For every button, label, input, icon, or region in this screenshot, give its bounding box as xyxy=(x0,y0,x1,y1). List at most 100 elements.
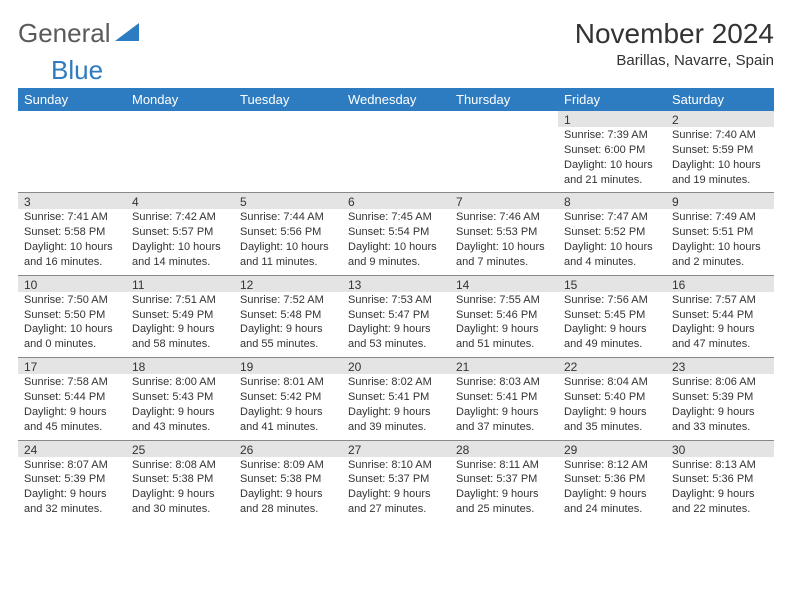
day-d2: and 14 minutes. xyxy=(132,255,228,270)
day-ss: Sunset: 6:00 PM xyxy=(564,143,660,158)
day-sr: Sunrise: 7:51 AM xyxy=(132,293,228,308)
day-number-cell: 3 xyxy=(18,193,126,210)
day-sr: Sunrise: 8:08 AM xyxy=(132,458,228,473)
day-ss: Sunset: 5:44 PM xyxy=(24,390,120,405)
day-d2: and 27 minutes. xyxy=(348,502,444,517)
day-d1: Daylight: 10 hours xyxy=(24,322,120,337)
day-number: 17 xyxy=(24,360,37,374)
day-info-cell xyxy=(18,127,126,193)
day-d1: Daylight: 9 hours xyxy=(132,322,228,337)
day-number-row: 17181920212223 xyxy=(18,358,774,375)
day-d1: Daylight: 9 hours xyxy=(672,405,768,420)
day-number: 22 xyxy=(564,360,577,374)
day-ss: Sunset: 5:57 PM xyxy=(132,225,228,240)
day-d2: and 2 minutes. xyxy=(672,255,768,270)
day-info-cell: Sunrise: 7:58 AMSunset: 5:44 PMDaylight:… xyxy=(18,374,126,440)
day-number-row: 3456789 xyxy=(18,193,774,210)
day-number-row: 10111213141516 xyxy=(18,275,774,292)
day-number: 3 xyxy=(24,195,31,209)
calendar-table: Sunday Monday Tuesday Wednesday Thursday… xyxy=(18,88,774,522)
day-d1: Daylight: 9 hours xyxy=(240,487,336,502)
day-d2: and 53 minutes. xyxy=(348,337,444,352)
day-info-cell: Sunrise: 7:53 AMSunset: 5:47 PMDaylight:… xyxy=(342,292,450,358)
day-d1: Daylight: 9 hours xyxy=(348,405,444,420)
day-number: 2 xyxy=(672,113,679,127)
day-number: 19 xyxy=(240,360,253,374)
day-number-cell: 21 xyxy=(450,358,558,375)
day-sr: Sunrise: 8:00 AM xyxy=(132,375,228,390)
day-d1: Daylight: 10 hours xyxy=(456,240,552,255)
day-d1: Daylight: 10 hours xyxy=(564,158,660,173)
weekday-header: Sunday xyxy=(18,88,126,111)
day-d2: and 45 minutes. xyxy=(24,420,120,435)
weekday-header: Tuesday xyxy=(234,88,342,111)
day-number: 9 xyxy=(672,195,679,209)
day-number-cell: 24 xyxy=(18,440,126,457)
logo-text-blue: Blue xyxy=(51,55,103,85)
day-info-cell xyxy=(234,127,342,193)
day-number: 7 xyxy=(456,195,463,209)
day-d2: and 30 minutes. xyxy=(132,502,228,517)
day-info-cell: Sunrise: 7:57 AMSunset: 5:44 PMDaylight:… xyxy=(666,292,774,358)
day-info-cell: Sunrise: 7:49 AMSunset: 5:51 PMDaylight:… xyxy=(666,209,774,275)
day-d2: and 32 minutes. xyxy=(24,502,120,517)
day-sr: Sunrise: 8:02 AM xyxy=(348,375,444,390)
day-number-cell: 20 xyxy=(342,358,450,375)
day-number: 5 xyxy=(240,195,247,209)
day-ss: Sunset: 5:52 PM xyxy=(564,225,660,240)
day-info-cell: Sunrise: 8:12 AMSunset: 5:36 PMDaylight:… xyxy=(558,457,666,522)
weekday-header: Wednesday xyxy=(342,88,450,111)
day-sr: Sunrise: 7:47 AM xyxy=(564,210,660,225)
day-d1: Daylight: 10 hours xyxy=(564,240,660,255)
day-sr: Sunrise: 7:44 AM xyxy=(240,210,336,225)
day-info-cell: Sunrise: 8:11 AMSunset: 5:37 PMDaylight:… xyxy=(450,457,558,522)
day-d1: Daylight: 10 hours xyxy=(240,240,336,255)
day-d2: and 4 minutes. xyxy=(564,255,660,270)
day-info-cell xyxy=(342,127,450,193)
day-d2: and 47 minutes. xyxy=(672,337,768,352)
day-ss: Sunset: 5:42 PM xyxy=(240,390,336,405)
day-ss: Sunset: 5:39 PM xyxy=(24,472,120,487)
weekday-header: Saturday xyxy=(666,88,774,111)
day-sr: Sunrise: 7:45 AM xyxy=(348,210,444,225)
day-info-cell: Sunrise: 7:42 AMSunset: 5:57 PMDaylight:… xyxy=(126,209,234,275)
day-number-cell: 23 xyxy=(666,358,774,375)
day-info-cell: Sunrise: 7:40 AMSunset: 5:59 PMDaylight:… xyxy=(666,127,774,193)
day-sr: Sunrise: 7:46 AM xyxy=(456,210,552,225)
day-number-cell: 16 xyxy=(666,275,774,292)
day-d2: and 33 minutes. xyxy=(672,420,768,435)
day-sr: Sunrise: 7:57 AM xyxy=(672,293,768,308)
day-number-cell: 17 xyxy=(18,358,126,375)
day-info-cell: Sunrise: 7:56 AMSunset: 5:45 PMDaylight:… xyxy=(558,292,666,358)
day-number-cell: 5 xyxy=(234,193,342,210)
day-sr: Sunrise: 8:10 AM xyxy=(348,458,444,473)
day-number: 26 xyxy=(240,443,253,457)
day-info-row: Sunrise: 7:41 AMSunset: 5:58 PMDaylight:… xyxy=(18,209,774,275)
day-info-row: Sunrise: 7:39 AMSunset: 6:00 PMDaylight:… xyxy=(18,127,774,193)
day-number: 21 xyxy=(456,360,469,374)
day-ss: Sunset: 5:48 PM xyxy=(240,308,336,323)
day-number: 6 xyxy=(348,195,355,209)
day-number-cell: 15 xyxy=(558,275,666,292)
day-d1: Daylight: 9 hours xyxy=(240,322,336,337)
weekday-header: Friday xyxy=(558,88,666,111)
day-info-cell: Sunrise: 7:51 AMSunset: 5:49 PMDaylight:… xyxy=(126,292,234,358)
day-d2: and 9 minutes. xyxy=(348,255,444,270)
day-info-cell: Sunrise: 7:47 AMSunset: 5:52 PMDaylight:… xyxy=(558,209,666,275)
day-d1: Daylight: 9 hours xyxy=(24,405,120,420)
day-number-cell: 25 xyxy=(126,440,234,457)
day-d2: and 19 minutes. xyxy=(672,173,768,188)
day-d1: Daylight: 9 hours xyxy=(240,405,336,420)
day-d1: Daylight: 9 hours xyxy=(564,405,660,420)
day-number: 4 xyxy=(132,195,139,209)
day-ss: Sunset: 5:37 PM xyxy=(456,472,552,487)
day-ss: Sunset: 5:59 PM xyxy=(672,143,768,158)
day-number-cell: 28 xyxy=(450,440,558,457)
day-number: 16 xyxy=(672,278,685,292)
day-sr: Sunrise: 8:13 AM xyxy=(672,458,768,473)
day-number-cell: 30 xyxy=(666,440,774,457)
day-d1: Daylight: 9 hours xyxy=(456,487,552,502)
day-ss: Sunset: 5:36 PM xyxy=(564,472,660,487)
day-d1: Daylight: 9 hours xyxy=(456,405,552,420)
day-d2: and 35 minutes. xyxy=(564,420,660,435)
